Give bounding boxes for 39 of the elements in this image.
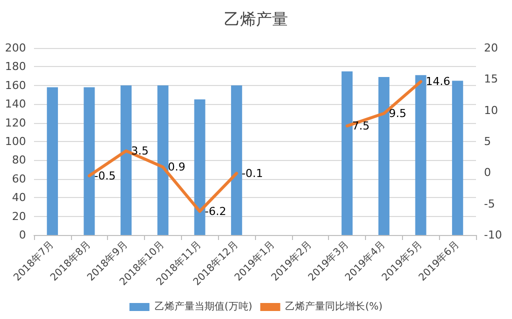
bar	[415, 75, 426, 235]
bar	[120, 85, 132, 235]
data-label: 7.5	[352, 119, 370, 132]
y-tick-label: 60	[12, 172, 26, 186]
y2-tick-label: 0	[484, 166, 491, 180]
data-label: -0.1	[242, 166, 264, 180]
y2-tick-label: 20	[484, 42, 498, 54]
bar	[157, 85, 168, 235]
y2-tick-label: -5	[484, 197, 495, 210]
data-label: 14.6	[426, 75, 450, 88]
y-tick-label: 0	[19, 228, 26, 242]
bar	[231, 85, 242, 235]
y2-tick-label: -10	[484, 228, 502, 242]
bar	[342, 71, 353, 235]
bar	[194, 99, 206, 235]
y-tick-label: 100	[5, 135, 26, 148]
y-tick-label: 180	[5, 60, 26, 74]
data-label: 3.5	[131, 144, 149, 158]
bar	[378, 76, 390, 235]
y-tick-label: 80	[12, 154, 26, 167]
bar	[84, 87, 95, 235]
chart-title: 乙烯产量	[224, 10, 288, 28]
data-label: 0.9	[168, 160, 186, 174]
y-tick-label: 40	[12, 191, 26, 204]
y2-tick-label: 15	[484, 72, 498, 86]
y2-tick-label: 10	[484, 104, 498, 117]
y-tick-label: 120	[5, 116, 26, 130]
y-tick-label: 200	[5, 42, 26, 54]
bar	[452, 80, 464, 235]
y-tick-label: 160	[5, 78, 26, 92]
y-tick-label: 140	[5, 98, 26, 111]
data-label: -6.2	[204, 204, 226, 218]
y-tick-label: 20	[12, 210, 26, 223]
data-label: -0.5	[94, 169, 116, 182]
data-label: 9.5	[388, 106, 406, 120]
y2-tick-label: 5	[484, 135, 491, 148]
bar	[46, 87, 58, 235]
legend-label: 乙烯产量当期值(万吨)	[154, 300, 252, 312]
legend-label: 乙烯产量同比增长(%)	[285, 300, 383, 312]
